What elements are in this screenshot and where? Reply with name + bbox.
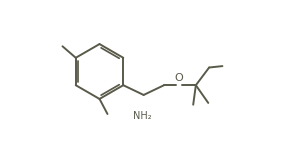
Text: NH₂: NH₂: [133, 111, 152, 121]
Text: O: O: [175, 73, 183, 83]
